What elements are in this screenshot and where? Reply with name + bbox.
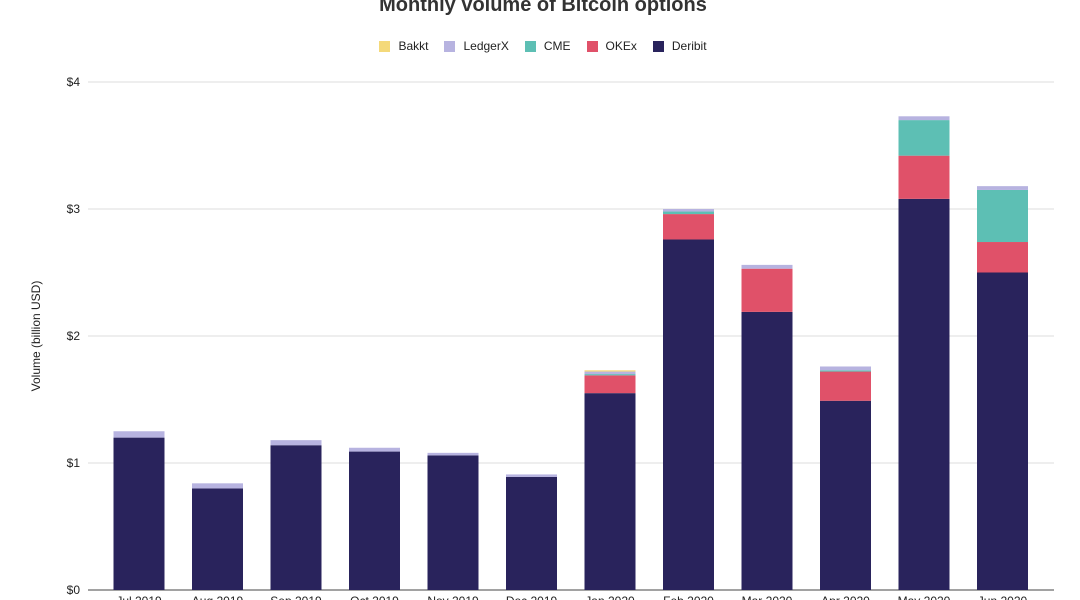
x-tick-label: Jun 2020 bbox=[978, 594, 1028, 600]
y-tick-label: $0 bbox=[67, 583, 81, 597]
legend-item-deribit: Deribit bbox=[652, 39, 707, 53]
bar-segment-ledgerx bbox=[192, 483, 243, 489]
y-tick-label: $1 bbox=[67, 456, 81, 470]
bar-segment-ledgerx bbox=[898, 116, 950, 121]
bar-segment-cme bbox=[977, 189, 1028, 243]
bar-segment-deribit bbox=[270, 445, 322, 590]
bar-segment-ledgerx bbox=[427, 452, 479, 456]
chart-title: Monthly volume of Bitcoin options bbox=[379, 0, 707, 16]
x-tick-label: Jan 2020 bbox=[585, 594, 635, 600]
legend-label: LedgerX bbox=[463, 39, 509, 53]
bar-segment-okex bbox=[977, 242, 1028, 273]
bar-segment-bakkt bbox=[584, 370, 636, 372]
bar-segment-ledgerx bbox=[977, 186, 1028, 190]
x-tick-label: Mar 2020 bbox=[742, 594, 793, 600]
bar-segment-ledgerx bbox=[584, 371, 636, 375]
bar-segment-ledgerx bbox=[113, 431, 165, 438]
y-tick-label: $2 bbox=[67, 329, 81, 343]
legend-label: OKEx bbox=[605, 39, 637, 53]
x-tick-label: Apr 2020 bbox=[821, 594, 870, 600]
legend-item-ledgerx: LedgerX bbox=[444, 39, 509, 53]
x-tick-label: Oct 2019 bbox=[350, 594, 399, 600]
bar-segment-deribit bbox=[898, 198, 950, 590]
x-tick-label: Nov 2019 bbox=[427, 594, 479, 600]
legend-swatch bbox=[444, 40, 456, 52]
x-tick-label: Aug 2019 bbox=[192, 594, 244, 600]
legend-swatch bbox=[379, 40, 391, 52]
y-axis-title: Volume (billion USD) bbox=[29, 281, 43, 392]
bar-segment-cme bbox=[584, 374, 636, 376]
legend-swatch bbox=[586, 40, 598, 52]
y-tick-label: $3 bbox=[67, 202, 81, 216]
bar-segment-ledgerx bbox=[663, 209, 714, 212]
bar-segment-deribit bbox=[820, 400, 871, 590]
bar-segment-ledgerx bbox=[741, 264, 793, 269]
bar-segment-deribit bbox=[741, 311, 793, 590]
x-tick-label: Dec 2019 bbox=[506, 594, 558, 600]
legend-item-okex: OKEx bbox=[586, 39, 637, 53]
bar-segment-okex bbox=[898, 155, 950, 199]
bar-segment-cme bbox=[820, 370, 871, 372]
bar-segment-deribit bbox=[506, 476, 557, 590]
bar-segment-okex bbox=[820, 371, 871, 401]
bar-segment-cme bbox=[898, 120, 950, 156]
legend-label: CME bbox=[543, 39, 571, 53]
x-tick-label: May 2020 bbox=[898, 594, 951, 600]
legend-label: Deribit bbox=[671, 39, 707, 53]
bar-segment-deribit bbox=[427, 455, 479, 590]
x-tick-label: Sep 2019 bbox=[270, 594, 322, 600]
legend-swatch bbox=[652, 40, 664, 52]
bar-segment-ledgerx bbox=[270, 440, 322, 446]
legend-swatch bbox=[524, 40, 536, 52]
bar-segment-deribit bbox=[113, 437, 165, 590]
bar-segment-ledgerx bbox=[349, 447, 400, 452]
legend-item-cme: CME bbox=[524, 39, 571, 53]
bar-segment-deribit bbox=[584, 393, 636, 590]
bar-segment-okex bbox=[584, 375, 636, 394]
y-tick-label: $4 bbox=[67, 75, 81, 89]
bar-segment-deribit bbox=[663, 239, 714, 591]
bar-segment-okex bbox=[663, 214, 714, 240]
bar-segment-deribit bbox=[349, 451, 400, 590]
chart-legend: Bakkt LedgerX CME OKEx Deribit bbox=[0, 39, 1080, 53]
legend-item-bakkt: Bakkt bbox=[379, 39, 428, 53]
legend-label: Bakkt bbox=[398, 39, 429, 53]
bar-segment-cme bbox=[663, 211, 714, 215]
bar-segment-deribit bbox=[977, 272, 1028, 590]
x-tick-label: Feb 2020 bbox=[663, 594, 714, 600]
bar-segment-deribit bbox=[192, 488, 243, 590]
bar-segment-okex bbox=[741, 268, 793, 312]
x-tick-label: Jul 2019 bbox=[116, 594, 162, 600]
bar-segment-ledgerx bbox=[506, 474, 557, 477]
bar-segment-ledgerx bbox=[820, 366, 871, 371]
